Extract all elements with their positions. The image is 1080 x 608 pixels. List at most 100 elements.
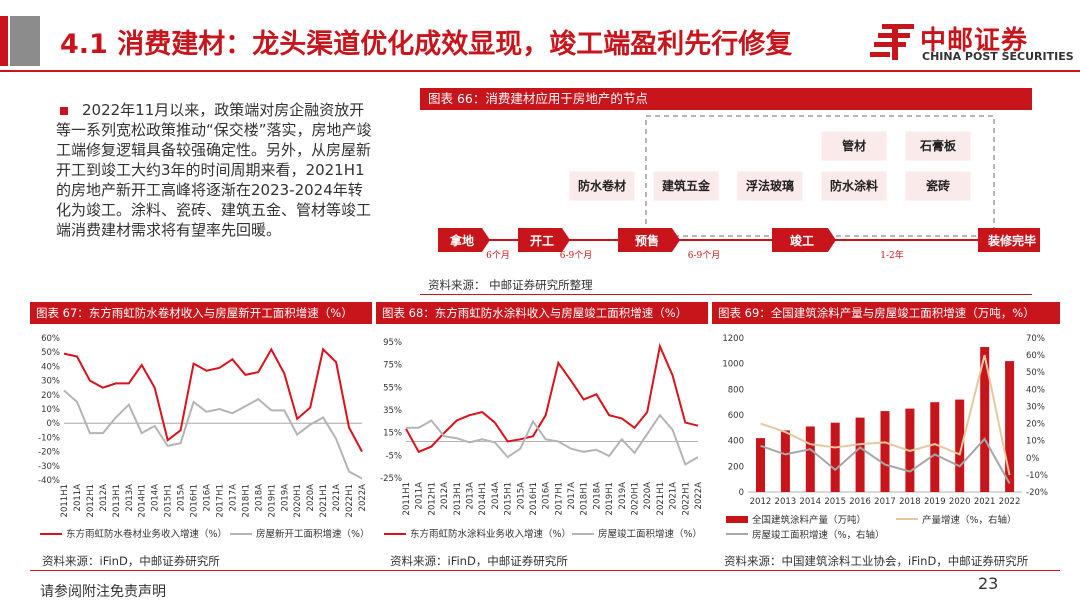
y-tick-label: -30%	[38, 462, 60, 472]
x-tick-label: 2013H1	[112, 484, 122, 517]
chart-67: 60%50%40%30%20%10%0%-10%-20%-30%-40%2011…	[38, 334, 370, 540]
stage-label: 装修完毕	[987, 233, 1036, 248]
material-label: 防水涂料	[830, 178, 878, 193]
x-tick-label: 2013	[775, 497, 797, 507]
y-tick-label: 0	[739, 488, 744, 498]
y-tick-label: 95%	[383, 338, 402, 348]
x-tick-label: 2017H1	[215, 484, 225, 517]
bullet-marker	[60, 107, 68, 115]
y-tick-label: 50%	[41, 348, 60, 358]
x-tick-label: 2015	[824, 497, 846, 507]
x-tick-label: 2016H1	[190, 484, 200, 517]
bar	[756, 438, 765, 492]
x-tick-label: 2016A	[203, 484, 213, 512]
bar	[980, 347, 990, 492]
x-tick-label: 2013A	[125, 484, 135, 512]
x-tick-label: 2021A	[669, 482, 679, 510]
y2-tick-label: 60%	[1026, 351, 1045, 361]
bar	[805, 426, 815, 492]
x-tick-label: 2019H1	[267, 484, 277, 517]
y-tick-label: -25%	[380, 474, 402, 484]
y-tick-label: -10%	[38, 433, 60, 443]
material-label: 管材	[842, 138, 866, 153]
figure-68: 图表 68：东方雨虹防水涂料收入与房屋竣工面积增速（%）	[376, 302, 708, 324]
material-box	[569, 171, 635, 201]
figure-67-title: 图表 67：东方雨虹防水卷材收入与房屋新开工面积增速（%）	[30, 302, 372, 324]
x-tick-label: 2019A	[618, 482, 628, 510]
x-tick-label: 2021H1	[656, 482, 666, 515]
y2-tick-label: 40%	[1026, 385, 1045, 395]
x-tick-label: 2020H1	[293, 484, 303, 517]
figure-68-source: 资料来源：iFinD，中邮证券研究所	[390, 554, 568, 568]
header-accent-block	[10, 16, 40, 66]
legend-label: 房屋竣工面积增速（%）	[598, 528, 702, 540]
y2-tick-label: 10%	[1026, 437, 1045, 447]
legend-label: 东方雨虹防水涂料业务收入增速（%）	[410, 528, 571, 540]
x-tick-label: 2011A	[415, 482, 425, 510]
y-tick-label: 600	[728, 411, 744, 421]
series-line	[406, 413, 699, 466]
series-line	[63, 389, 363, 480]
interval-label: 6-9个月	[688, 250, 721, 261]
y-tick-label: 1200	[722, 334, 744, 344]
x-tick-label: 2013A	[465, 482, 475, 510]
x-tick-label: 2017H1	[554, 482, 564, 515]
y-tick-label: 40%	[41, 362, 60, 372]
x-tick-label: 2022H1	[345, 484, 355, 517]
figure-69: 图表 69：全国建筑涂料产量与房屋竣工面积增速（万吨，%）	[712, 302, 1060, 324]
stage-label: 竣工	[790, 233, 814, 248]
x-tick-label: 2015H1	[164, 484, 174, 517]
y-tick-label: 75%	[383, 361, 402, 371]
x-tick-label: 2012	[750, 497, 772, 507]
bar	[880, 411, 890, 492]
legend-label: 全国建筑涂料产量（万吨）	[752, 514, 866, 526]
y-tick-label: 30%	[41, 377, 60, 387]
bar	[955, 399, 965, 492]
y-tick-label: 10%	[41, 405, 60, 415]
bar	[930, 402, 940, 492]
material-label: 瓷砖	[926, 178, 950, 193]
x-tick-label: 2020H1	[631, 482, 641, 515]
y-tick-label: 55%	[383, 383, 402, 393]
stage-arrow	[438, 228, 490, 252]
x-tick-label: 2016	[849, 497, 871, 507]
y2-tick-label: 20%	[1026, 420, 1045, 430]
x-tick-label: 2017	[874, 497, 896, 507]
bar	[830, 422, 840, 492]
x-tick-label: 2021A	[332, 484, 342, 512]
y2-tick-label: 30%	[1026, 402, 1045, 412]
material-box	[821, 131, 887, 161]
figure-69-title: 图表 69：全国建筑涂料产量与房屋竣工面积增速（万吨，%）	[712, 302, 1060, 324]
company-logo: 中邮证券 CHINA POST SECURITIES	[868, 18, 1074, 68]
y-tick-label: 15%	[383, 429, 402, 439]
chart-69: 1200 1000 800 600 400 200 0 70% 60% 50% 40% 30% 20% 1…	[722, 334, 1048, 541]
x-tick-label: 2020A	[643, 482, 653, 510]
x-tick-label: 2016A	[542, 482, 552, 510]
material-label: 防水卷材	[578, 178, 626, 193]
x-tick-label: 2011H1	[60, 484, 70, 517]
y-tick-label: -5%	[385, 451, 402, 461]
x-tick-label: 2022	[999, 497, 1021, 507]
figure-67-source: 资料来源：iFinD，中邮证券研究所	[42, 554, 220, 568]
material-label: 建筑五金	[661, 178, 711, 193]
bar	[855, 417, 865, 492]
x-tick-label: 2014A	[491, 482, 501, 510]
x-tick-label: 2022H1	[681, 482, 691, 515]
x-tick-label: 2021	[974, 497, 996, 507]
china-post-emblem-icon	[870, 24, 914, 60]
page-number: 23	[978, 574, 999, 593]
y-tick-label: 200	[728, 462, 744, 472]
x-tick-label: 2011A	[73, 484, 83, 512]
chart-68: 95%75%55%35%15%-5%-25%2011H1 2011A 2012H1 2…	[380, 338, 704, 540]
stage-arrow	[772, 228, 836, 252]
logo-english-name: CHINA POST SECURITIES	[922, 50, 1074, 63]
x-tick-label: 2021H1	[319, 484, 329, 517]
x-tick-label: 2022A	[358, 484, 368, 512]
x-tick-label: 2012A	[440, 482, 450, 510]
intro-paragraph: 2022年11月以来，政策端对房企融资放开等一系列宽松政策推动“保交楼”落实，房…	[56, 100, 376, 240]
stage-arrow	[978, 228, 1040, 252]
material-box	[737, 171, 803, 201]
x-tick-label: 2020A	[306, 484, 316, 512]
stage-arrow	[618, 228, 680, 252]
series-line	[63, 347, 363, 453]
